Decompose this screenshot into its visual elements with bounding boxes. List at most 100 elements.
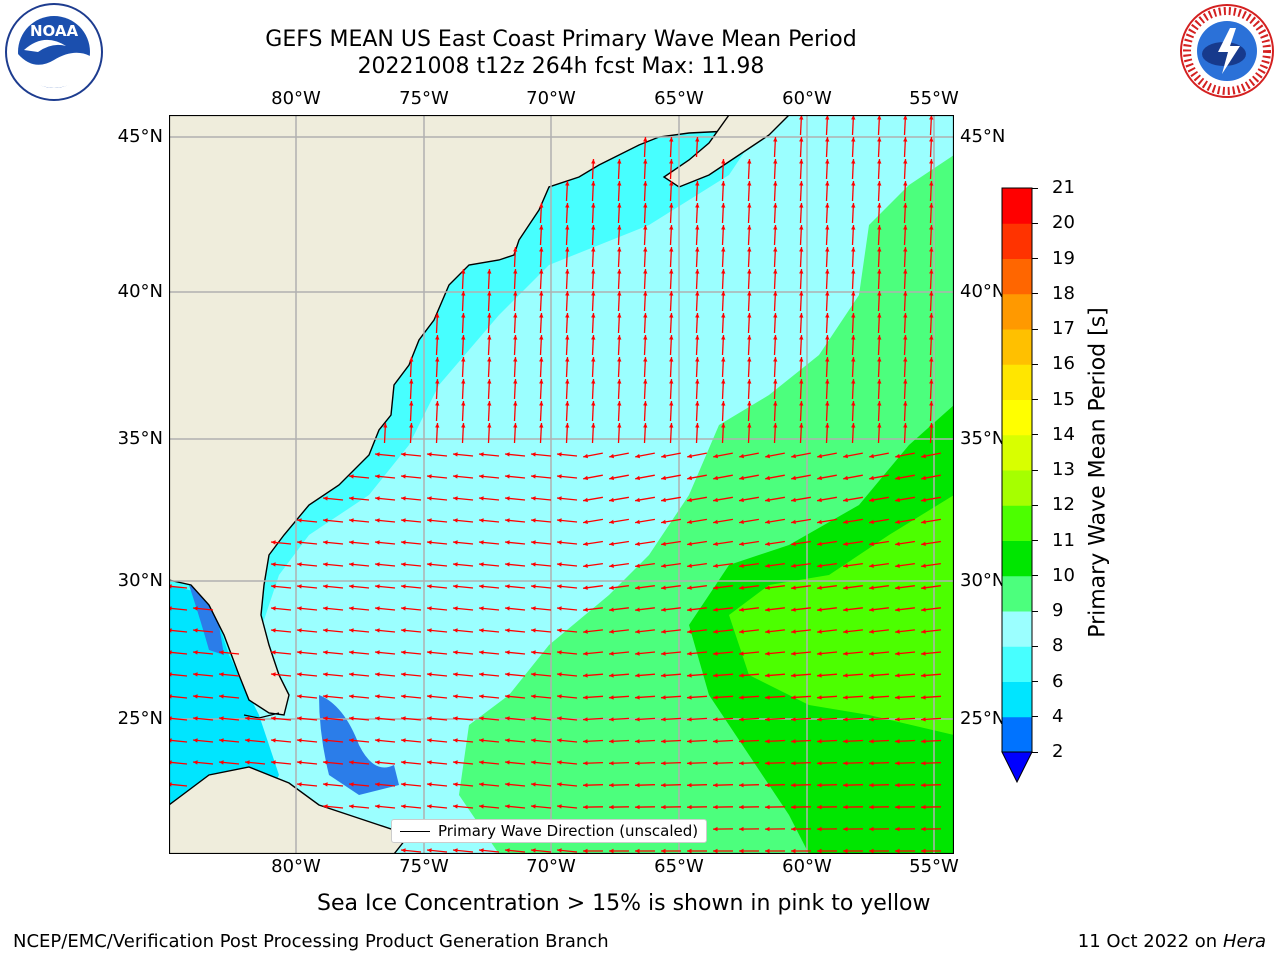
wave-direction-arrowhead: [643, 357, 648, 362]
lat-label-right: 30°N: [960, 570, 1006, 591]
wave-direction-arrowhead: [851, 137, 856, 142]
wave-direction-arrowhead: [505, 804, 510, 809]
wave-direction-arrowhead: [791, 717, 796, 722]
wave-direction-arrowhead: [799, 137, 804, 142]
wave-direction-arrowhead: [791, 563, 796, 568]
wave-direction-arrowhead: [349, 694, 354, 699]
wave-direction-arrowhead: [721, 247, 726, 252]
wave-direction-arrowhead: [921, 673, 926, 678]
wave-direction-arrowhead: [877, 159, 882, 164]
legend-line-swatch: [400, 830, 430, 832]
wave-direction-arrowhead: [825, 357, 830, 362]
wave-direction-arrowhead: [929, 379, 934, 384]
wave-direction-arrowhead: [193, 650, 198, 655]
wave-direction-arrowhead: [557, 584, 562, 589]
wave-direction-arrowhead: [713, 717, 718, 722]
wave-direction-arrowhead: [401, 518, 406, 523]
wave-direction-arrowhead: [583, 607, 588, 612]
wave-direction-arrowhead: [669, 159, 674, 164]
wave-direction-arrowhead: [747, 181, 752, 186]
wave-direction-arrowhead: [617, 159, 622, 164]
wave-direction-arrowhead: [721, 269, 726, 274]
wave-direction-arrowhead: [617, 401, 622, 406]
lat-label-left: 45°N: [117, 126, 163, 147]
wave-direction-arrowhead: [557, 848, 562, 853]
florida-shallow-region: [189, 585, 224, 655]
wave-direction-arrowhead: [487, 291, 492, 296]
wave-direction-arrowhead: [583, 475, 588, 481]
wave-direction-arrowhead: [877, 401, 882, 406]
wave-direction-arrowhead: [401, 694, 406, 699]
wave-direction-arrowhead: [895, 497, 900, 503]
wave-direction-arrowhead: [747, 225, 752, 230]
wave-direction-arrowhead: [609, 804, 614, 810]
wave-direction-arrowhead: [505, 518, 510, 523]
wave-direction-arrowhead: [825, 313, 830, 318]
wave-direction-arrowhead: [721, 203, 726, 208]
wave-direction-arrowhead: [427, 606, 432, 611]
wave-direction-arrowhead: [531, 716, 536, 721]
wave-direction-arrowhead: [643, 225, 648, 230]
wave-direction-arrowhead: [843, 761, 848, 766]
wave-direction-arrowhead: [531, 804, 536, 809]
wave-direction-arrowhead: [435, 401, 440, 406]
wave-direction-arrowhead: [609, 563, 614, 568]
wave-direction-arrowhead: [851, 159, 856, 164]
wave-direction-arrowhead: [487, 401, 492, 406]
wave-direction-arrowhead: [869, 541, 874, 546]
wave-direction-arrowhead: [921, 804, 926, 810]
wave-direction-arrowhead: [851, 357, 856, 362]
wave-direction-arrowhead: [479, 650, 484, 655]
wave-direction-arrowhead: [383, 423, 388, 428]
colorbar-tick-label: 16: [1052, 353, 1075, 375]
wave-direction-arrowhead: [453, 848, 458, 853]
wave-direction-arrowhead: [791, 673, 796, 678]
wave-direction-arrowhead: [661, 783, 666, 788]
wave-direction-arrowhead: [565, 203, 570, 208]
wave-direction-arrowhead: [479, 716, 484, 721]
wave-direction-arrowhead: [825, 203, 830, 208]
wave-direction-arrowhead: [617, 291, 622, 296]
wave-direction-arrowhead: [271, 540, 276, 545]
wave-direction-arrowhead: [591, 181, 596, 186]
wave-direction-arrowhead: [851, 379, 856, 384]
wave-direction-arrowhead: [461, 379, 466, 384]
wave-direction-arrowhead: [591, 335, 596, 340]
wave-direction-arrowhead: [539, 335, 544, 340]
wave-direction-arrowhead: [921, 475, 926, 481]
wave-direction-arrowhead: [799, 225, 804, 230]
wave-direction-arrowhead: [765, 848, 770, 854]
wave-direction-arrowhead: [713, 739, 718, 744]
wave-direction-arrowhead: [375, 606, 380, 611]
wave-direction-arrowhead: [323, 584, 328, 589]
wave-direction-arrowhead: [687, 651, 692, 656]
wave-direction-arrowhead: [557, 518, 562, 523]
wave-direction-arrowhead: [773, 137, 778, 142]
wave-direction-arrowhead: [687, 475, 692, 481]
wave-direction-arrowhead: [799, 291, 804, 296]
wave-direction-arrowhead: [869, 651, 874, 656]
wave-direction-arrowhead: [401, 606, 406, 611]
wave-direction-arrowhead: [799, 181, 804, 186]
wave-direction-arrowhead: [583, 848, 588, 854]
wave-direction-arrowhead: [479, 738, 484, 743]
lon-label-bottom: 65°W: [654, 856, 704, 877]
wave-direction-arrowhead: [591, 269, 596, 274]
wave-direction-arrowhead: [375, 584, 380, 589]
wave-direction-arrowhead: [349, 650, 354, 655]
wave-direction-arrowhead: [427, 562, 432, 567]
wave-direction-arrowhead: [297, 562, 302, 567]
wave-direction-arrowhead: [539, 401, 544, 406]
wave-direction-arrowhead: [721, 159, 726, 164]
wave-direction-arrowhead: [921, 826, 926, 832]
wave-direction-arrowhead: [539, 225, 544, 230]
wave-direction-arrowhead: [565, 247, 570, 252]
wave-direction-arrowhead: [609, 848, 614, 854]
wave-direction-arrowhead: [903, 159, 908, 164]
wave-direction-arrowhead: [791, 541, 796, 546]
wave-direction-arrowhead: [765, 651, 770, 656]
wave-direction-arrowhead: [903, 357, 908, 362]
wave-direction-arrowhead: [193, 716, 198, 721]
wave-direction-arrowhead: [245, 760, 250, 765]
wave-direction-arrowhead: [869, 475, 874, 481]
